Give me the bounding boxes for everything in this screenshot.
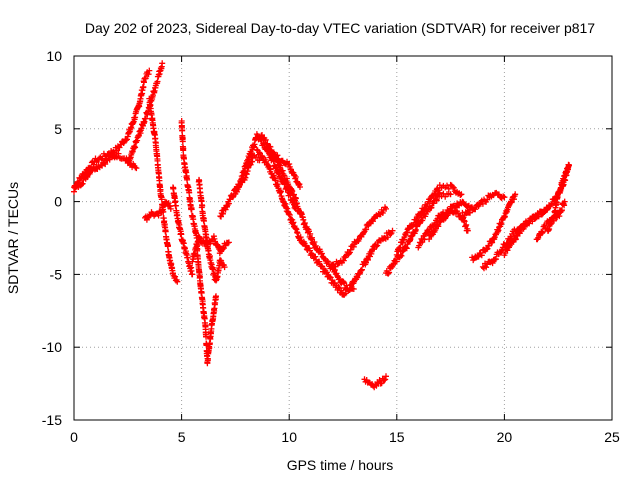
series-sat-k bbox=[217, 152, 265, 220]
series-sat-p bbox=[329, 204, 389, 270]
series-markers bbox=[469, 191, 519, 264]
x-tick-label: 15 bbox=[389, 429, 405, 445]
series-markers bbox=[264, 146, 303, 190]
data-points bbox=[71, 60, 572, 391]
series-sat-r bbox=[361, 373, 389, 391]
series-markers bbox=[170, 184, 196, 278]
x-tick-label: 0 bbox=[70, 429, 78, 445]
series-markers bbox=[146, 95, 181, 285]
series-markers bbox=[426, 198, 476, 243]
series-markers bbox=[193, 241, 219, 367]
x-tick-label: 10 bbox=[281, 429, 297, 445]
series-markers bbox=[142, 198, 174, 223]
series-sat-g bbox=[178, 118, 200, 241]
series-sat-d bbox=[142, 198, 174, 223]
series-markers bbox=[253, 146, 357, 298]
y-tick-label: -10 bbox=[42, 339, 62, 355]
x-tick-label: 5 bbox=[178, 429, 186, 445]
series-markers bbox=[195, 176, 228, 284]
series-markers bbox=[217, 152, 265, 220]
series-sat-f bbox=[170, 184, 196, 278]
series-markers bbox=[329, 204, 389, 270]
series-markers bbox=[361, 373, 389, 391]
series-markers bbox=[544, 161, 572, 234]
x-tick-label: 20 bbox=[497, 429, 513, 445]
series-markers bbox=[393, 181, 465, 258]
x-axis-label: GPS time / hours bbox=[287, 457, 394, 473]
series-markers bbox=[178, 118, 200, 241]
series-markers bbox=[346, 227, 396, 293]
plot-frame bbox=[73, 55, 613, 421]
x-tick-label: 25 bbox=[604, 429, 620, 445]
series-markers bbox=[458, 189, 508, 222]
series-sat-ab bbox=[544, 161, 572, 234]
series-sat-t bbox=[393, 181, 465, 258]
y-tick-label: 5 bbox=[54, 121, 62, 137]
plot-border bbox=[73, 55, 613, 421]
series-sat-y bbox=[458, 189, 508, 222]
series-sat-j bbox=[195, 176, 228, 284]
ticks: 0 5 10 15 20 25 -15 -10 -5 0 5 10 bbox=[42, 48, 620, 445]
y-axis-label: SDTVAR / TECUs bbox=[5, 182, 21, 294]
series-sat-v bbox=[426, 198, 476, 243]
series-sat-m bbox=[253, 146, 357, 298]
series-sat-h bbox=[193, 241, 219, 367]
y-tick-label: -15 bbox=[42, 412, 62, 428]
series-sat-w bbox=[469, 191, 519, 264]
series-sat-e bbox=[146, 95, 181, 285]
series-sat-n bbox=[258, 132, 351, 293]
chart-title: Day 202 of 2023, Sidereal Day-to-day VTE… bbox=[85, 20, 595, 36]
series-markers bbox=[258, 132, 351, 293]
y-tick-label: -5 bbox=[50, 266, 63, 282]
grid-lines bbox=[74, 56, 612, 420]
y-tick-label: 10 bbox=[46, 48, 62, 64]
series-sat-o bbox=[264, 146, 303, 190]
series-sat-q bbox=[346, 227, 396, 293]
y-tick-label: 0 bbox=[54, 194, 62, 210]
